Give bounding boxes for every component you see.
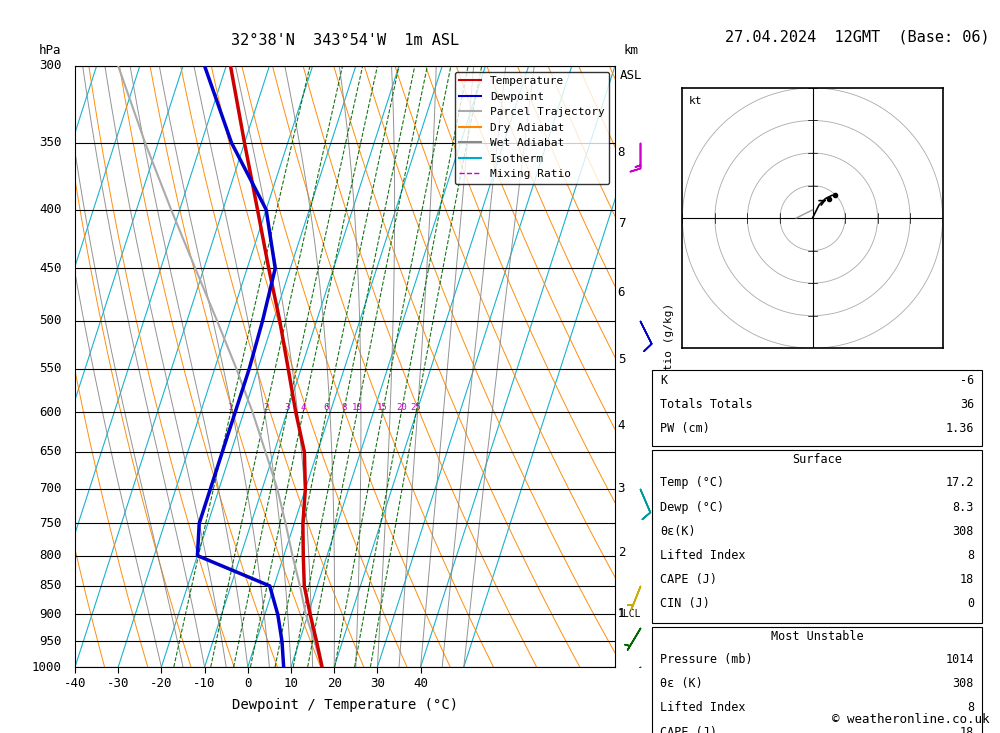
Text: Dewp (°C): Dewp (°C) bbox=[660, 501, 724, 514]
Text: 1014: 1014 bbox=[946, 653, 974, 666]
Text: 8: 8 bbox=[967, 549, 974, 562]
Text: 27.04.2024  12GMT  (Base: 06): 27.04.2024 12GMT (Base: 06) bbox=[725, 29, 990, 44]
Text: Pressure (mb): Pressure (mb) bbox=[660, 653, 753, 666]
Text: 17.2: 17.2 bbox=[946, 476, 974, 490]
Text: 18: 18 bbox=[960, 726, 974, 733]
Legend: Temperature, Dewpoint, Parcel Trajectory, Dry Adiabat, Wet Adiabat, Isotherm, Mi: Temperature, Dewpoint, Parcel Trajectory… bbox=[455, 72, 609, 184]
Text: K: K bbox=[660, 374, 667, 387]
Text: CAPE (J): CAPE (J) bbox=[660, 726, 717, 733]
Text: 3: 3 bbox=[618, 482, 625, 496]
Text: 308: 308 bbox=[953, 677, 974, 690]
Text: 850: 850 bbox=[39, 579, 62, 592]
Text: Temp (°C): Temp (°C) bbox=[660, 476, 724, 490]
Text: 6: 6 bbox=[618, 286, 625, 299]
Text: θε (K): θε (K) bbox=[660, 677, 703, 690]
X-axis label: Dewpoint / Temperature (°C): Dewpoint / Temperature (°C) bbox=[232, 698, 458, 712]
Text: 7: 7 bbox=[618, 217, 625, 229]
Text: 10: 10 bbox=[352, 403, 363, 412]
Text: 0: 0 bbox=[967, 597, 974, 611]
Text: 2: 2 bbox=[618, 546, 625, 559]
Text: Lifted Index: Lifted Index bbox=[660, 701, 746, 715]
Text: 1.36: 1.36 bbox=[946, 422, 974, 435]
Text: km: km bbox=[624, 44, 639, 57]
Text: 8: 8 bbox=[341, 403, 346, 412]
Text: 6: 6 bbox=[324, 403, 329, 412]
Text: Most Unstable: Most Unstable bbox=[771, 630, 863, 643]
Text: 450: 450 bbox=[39, 262, 62, 275]
Text: PW (cm): PW (cm) bbox=[660, 422, 710, 435]
Text: 8: 8 bbox=[618, 147, 625, 159]
Text: 800: 800 bbox=[39, 549, 62, 562]
Text: 32°38'N  343°54'W  1m ASL: 32°38'N 343°54'W 1m ASL bbox=[231, 33, 459, 48]
Text: hPa: hPa bbox=[39, 44, 62, 57]
Text: Mixing Ratio (g/kg): Mixing Ratio (g/kg) bbox=[664, 303, 674, 430]
Text: 500: 500 bbox=[39, 314, 62, 328]
Text: 8: 8 bbox=[967, 701, 974, 715]
Text: CIN (J): CIN (J) bbox=[660, 597, 710, 611]
Text: 750: 750 bbox=[39, 517, 62, 530]
Text: 350: 350 bbox=[39, 136, 62, 150]
Text: 600: 600 bbox=[39, 405, 62, 419]
Text: 8.3: 8.3 bbox=[953, 501, 974, 514]
Text: Surface: Surface bbox=[792, 453, 842, 466]
Text: -6: -6 bbox=[960, 374, 974, 387]
Text: 4: 4 bbox=[301, 403, 306, 412]
Text: 900: 900 bbox=[39, 608, 62, 621]
Text: 1000: 1000 bbox=[32, 660, 62, 674]
Text: © weatheronline.co.uk: © weatheronline.co.uk bbox=[832, 712, 990, 726]
Text: Lifted Index: Lifted Index bbox=[660, 549, 746, 562]
Text: Totals Totals: Totals Totals bbox=[660, 398, 753, 411]
Text: 1LCL: 1LCL bbox=[618, 609, 641, 619]
Text: 15: 15 bbox=[377, 403, 388, 412]
Text: 308: 308 bbox=[953, 525, 974, 538]
Text: 300: 300 bbox=[39, 59, 62, 73]
Text: 550: 550 bbox=[39, 362, 62, 375]
Text: 36: 36 bbox=[960, 398, 974, 411]
Text: 650: 650 bbox=[39, 446, 62, 458]
Text: 950: 950 bbox=[39, 635, 62, 648]
Text: 4: 4 bbox=[618, 419, 625, 432]
Text: 5: 5 bbox=[618, 353, 625, 366]
Text: 1: 1 bbox=[618, 607, 625, 620]
Text: 400: 400 bbox=[39, 203, 62, 216]
Text: 1: 1 bbox=[228, 403, 233, 412]
Text: 25: 25 bbox=[411, 403, 422, 412]
Text: 18: 18 bbox=[960, 573, 974, 586]
Text: 700: 700 bbox=[39, 482, 62, 496]
Text: 3: 3 bbox=[285, 403, 290, 412]
Text: θε(K): θε(K) bbox=[660, 525, 696, 538]
Text: ASL: ASL bbox=[620, 69, 642, 82]
Text: 2: 2 bbox=[263, 403, 268, 412]
Text: kt: kt bbox=[689, 96, 702, 106]
Text: CAPE (J): CAPE (J) bbox=[660, 573, 717, 586]
Text: 20: 20 bbox=[396, 403, 407, 412]
